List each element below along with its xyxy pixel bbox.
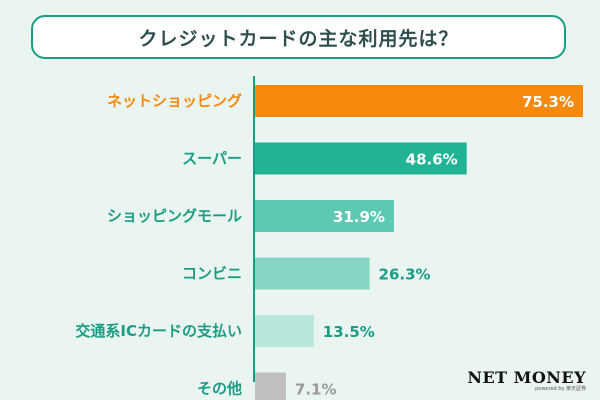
category-label: 交通系ICカードの支払い — [75, 322, 242, 340]
category-label: ショッピングモール — [107, 207, 242, 225]
value-label: 75.3% — [522, 93, 574, 111]
bar — [255, 372, 286, 400]
value-label: 31.9% — [333, 208, 385, 226]
brand-subtitle: powered by 楽天証券 — [535, 386, 586, 392]
value-label: 7.1% — [295, 381, 337, 399]
value-label: 13.5% — [323, 323, 375, 341]
value-label: 26.3% — [379, 266, 431, 284]
bar — [255, 315, 314, 347]
category-label: ネットショッピング — [107, 92, 242, 110]
bar — [255, 257, 370, 290]
bar — [255, 200, 394, 232]
chart-title: クレジットカードの主な利用先は？ — [138, 27, 459, 50]
value-label: 48.6% — [406, 151, 458, 169]
category-label: その他 — [197, 380, 242, 398]
brand-logo: NET MONEY powered by 楽天証券 — [467, 368, 586, 393]
category-label: スーパー — [182, 150, 242, 168]
bar — [255, 85, 583, 117]
brand-name: NET MONEY — [467, 368, 586, 387]
category-label: コンビニ — [182, 265, 242, 283]
chart-title-box: クレジットカードの主な利用先は？ — [31, 15, 566, 59]
bar — [255, 142, 467, 175]
